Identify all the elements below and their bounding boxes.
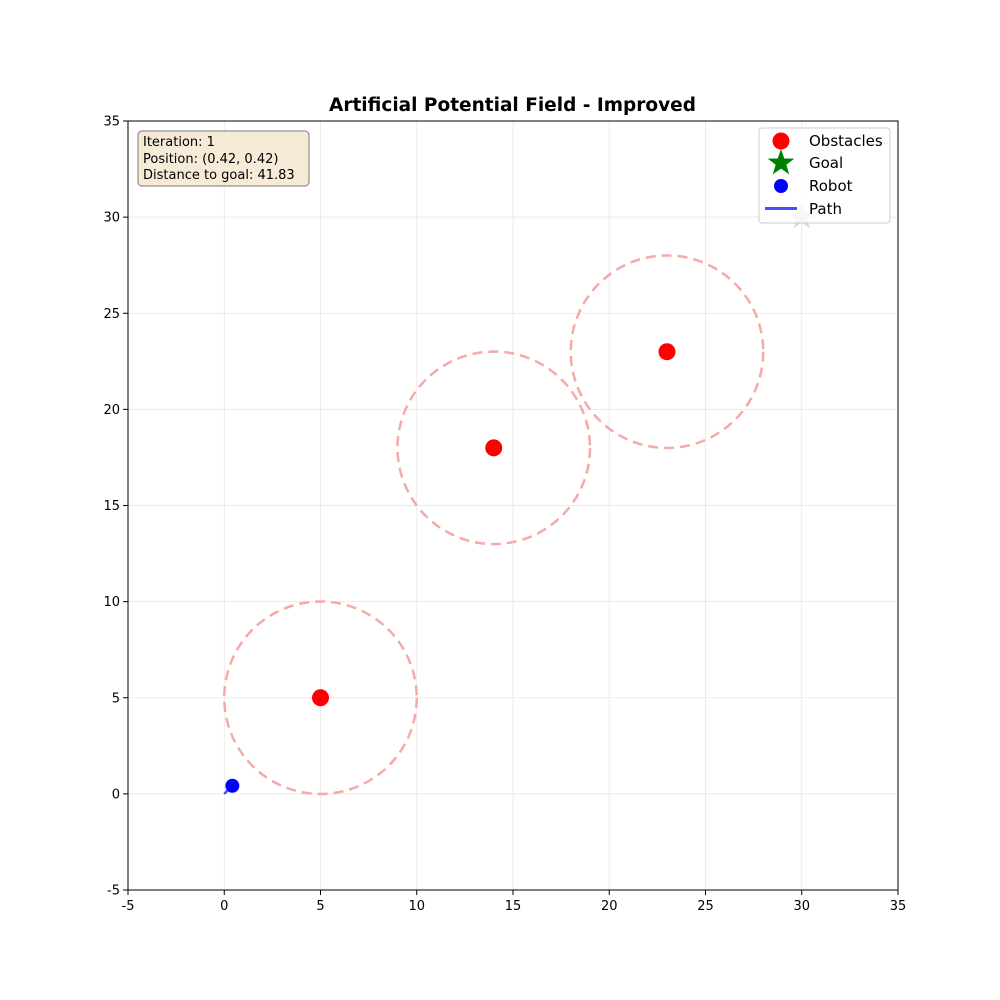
info-box: Iteration: 1 Position: (0.42, 0.42) Dist… bbox=[137, 130, 310, 187]
legend-label-obstacles: Obstacles bbox=[809, 132, 883, 150]
legend-label-robot: Robot bbox=[809, 177, 853, 195]
x-tick-label: 25 bbox=[697, 899, 714, 914]
influence-circles bbox=[223, 254, 765, 796]
y-tick-label: 10 bbox=[103, 595, 120, 610]
y-tick-label: 15 bbox=[103, 499, 120, 514]
y-tick-label: 0 bbox=[112, 787, 120, 802]
info-box-background bbox=[137, 130, 310, 187]
axes-ticks: -5 0 5 10 15 20 25 30 35 -5 0 5 10 15 20 25 30 35 bbox=[103, 115, 906, 915]
y-tick-label: -5 bbox=[107, 884, 120, 899]
x-tick-label: 0 bbox=[220, 899, 228, 914]
y-tick-label: 20 bbox=[103, 403, 120, 418]
obstacle-influence-circle bbox=[569, 254, 765, 450]
obstacle-marker bbox=[485, 439, 503, 457]
robot-marker bbox=[225, 778, 240, 793]
x-tick-label: 15 bbox=[505, 899, 522, 914]
x-tick-label: -5 bbox=[122, 899, 135, 914]
legend-obstacle-marker bbox=[772, 132, 790, 150]
legend-frame bbox=[758, 127, 891, 224]
obstacle-marker bbox=[658, 343, 676, 361]
x-tick-label: 5 bbox=[316, 899, 324, 914]
info-position: Position: (0.42, 0.42) bbox=[143, 152, 278, 167]
x-tick-label: 20 bbox=[601, 899, 618, 914]
x-tick-label: 10 bbox=[408, 899, 425, 914]
info-distance: Distance to goal: 41.83 bbox=[143, 168, 295, 183]
legend-label-path: Path bbox=[809, 200, 842, 218]
y-tick-label: 30 bbox=[103, 211, 120, 226]
legend-robot-marker bbox=[774, 179, 788, 193]
obstacle-influence-circle bbox=[223, 600, 418, 796]
legend: Obstacles Goal Robot Path bbox=[758, 127, 891, 224]
obstacle-marker bbox=[312, 689, 329, 707]
x-tick-label: 30 bbox=[793, 899, 810, 914]
y-tick-label: 25 bbox=[103, 307, 120, 322]
x-tick-label: 35 bbox=[890, 899, 907, 914]
chart-title: Artificial Potential Field - Improved bbox=[329, 95, 696, 116]
obstacle-influence-circle bbox=[396, 350, 592, 546]
legend-label-goal: Goal bbox=[809, 154, 843, 172]
y-tick-label: 5 bbox=[112, 691, 120, 706]
y-tick-label: 35 bbox=[103, 115, 120, 130]
info-iteration: Iteration: 1 bbox=[143, 135, 215, 150]
legend-goal-marker bbox=[767, 149, 795, 175]
